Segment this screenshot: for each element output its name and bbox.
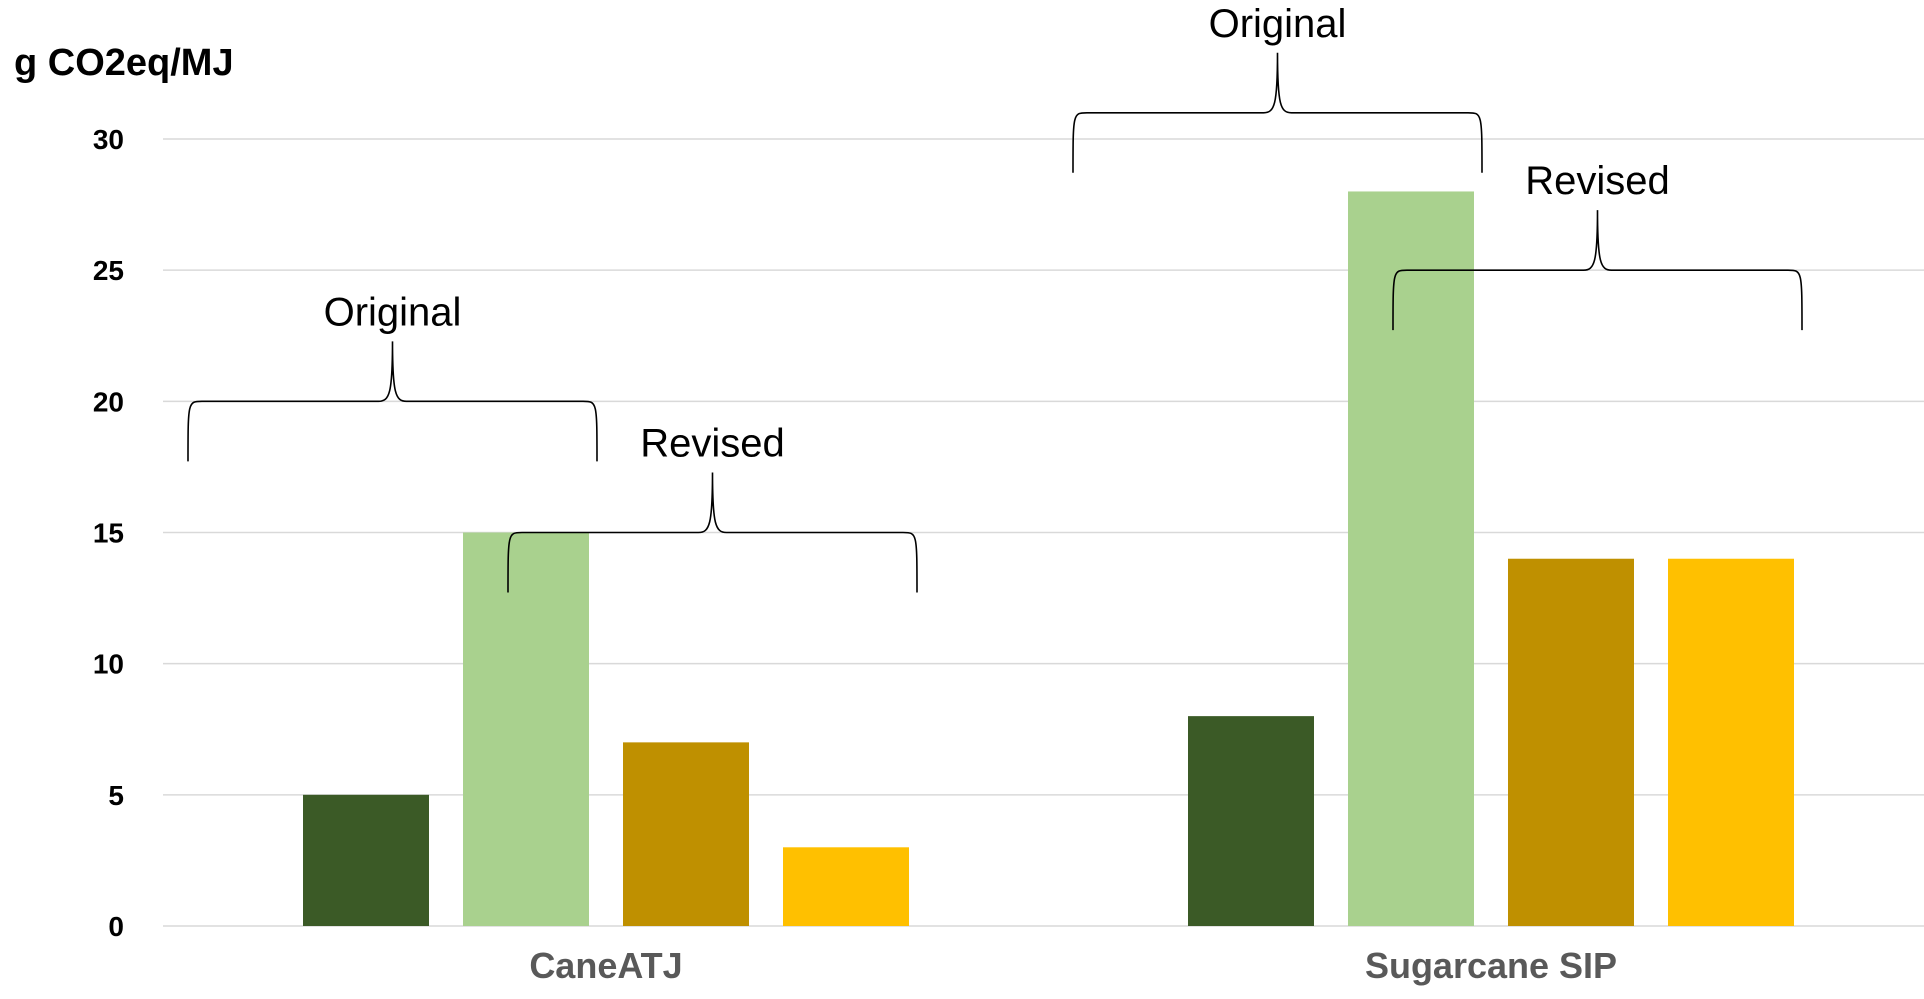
y-tick-label: 15 xyxy=(93,518,124,549)
bar xyxy=(783,847,909,926)
y-tick-label: 10 xyxy=(93,649,124,680)
bar xyxy=(1508,558,1634,926)
bar xyxy=(623,742,749,926)
y-tick-label: 0 xyxy=(108,911,124,942)
brace xyxy=(1072,52,1483,173)
bar xyxy=(463,532,589,926)
bar xyxy=(1668,558,1794,926)
annotation-label: Original xyxy=(1209,2,1347,46)
bar xyxy=(1348,191,1474,926)
annotation-label: Original xyxy=(324,290,462,334)
y-tick-label: 20 xyxy=(93,386,124,417)
annotation-label: Revised xyxy=(1525,159,1670,203)
x-tick-label: Sugarcane SIP xyxy=(1365,945,1617,986)
annotation-label: Revised xyxy=(640,422,785,466)
brace xyxy=(1392,210,1803,331)
y-tick-label: 30 xyxy=(93,124,124,155)
x-tick-label: CaneATJ xyxy=(529,945,682,986)
bar xyxy=(1188,716,1314,926)
brace xyxy=(507,472,918,593)
bar xyxy=(303,794,429,926)
y-axis-label: g CO2eq/MJ xyxy=(14,42,234,84)
y-tick-label: 25 xyxy=(93,255,124,286)
annotations: Original Revised Original Revised xyxy=(187,2,1803,593)
bars xyxy=(303,191,1794,926)
y-axis-ticks: 0 5 10 15 20 25 30 xyxy=(93,124,124,942)
x-axis-ticks: CaneATJ Sugarcane SIP xyxy=(529,945,1617,986)
y-tick-label: 5 xyxy=(108,780,124,811)
